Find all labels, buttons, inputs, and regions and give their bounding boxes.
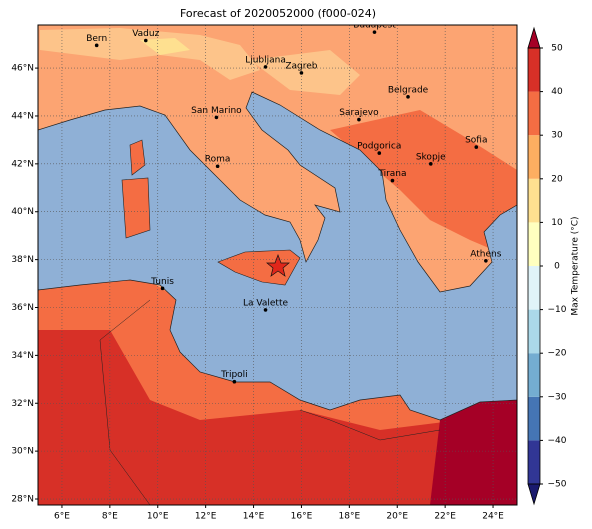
colorbar-extend bbox=[527, 483, 541, 506]
border bbox=[299, 409, 441, 441]
colorbar-tick-label: 30 bbox=[551, 131, 563, 141]
frame bbox=[37, 24, 518, 506]
alps-cool bbox=[140, 38, 190, 55]
city-dot bbox=[214, 115, 219, 120]
city-dot bbox=[232, 379, 237, 384]
lon-tick-label: 14°E bbox=[243, 512, 265, 522]
colorbar-tick-label: 10 bbox=[551, 218, 563, 228]
city-dot bbox=[94, 43, 99, 48]
lon-tick-label: 22°E bbox=[434, 512, 456, 522]
city-label: Vaduz bbox=[132, 29, 159, 39]
colorbar-segment bbox=[528, 353, 540, 397]
colorbar-tick-label: 50 bbox=[551, 44, 563, 54]
city-label: Tripoli bbox=[220, 370, 248, 380]
city-label: Tunis bbox=[150, 277, 174, 287]
corsica bbox=[129, 139, 146, 176]
city-dot bbox=[160, 286, 165, 291]
city-label: Athens bbox=[470, 249, 501, 259]
lat-tick-label: 36°N bbox=[11, 303, 34, 313]
city-dot bbox=[215, 164, 220, 169]
colorbar-tick-label: −10 bbox=[548, 305, 567, 315]
colorbar-label: Max Temperature (°C) bbox=[571, 216, 581, 315]
lon-tick-label: 18°E bbox=[339, 512, 361, 522]
border bbox=[99, 299, 151, 505]
colorbar-extend bbox=[527, 26, 541, 49]
city-dot bbox=[474, 145, 479, 149]
star-marker bbox=[266, 254, 290, 277]
city-label: San Marino bbox=[191, 106, 242, 116]
city-dot bbox=[372, 30, 377, 34]
colorbar-segment bbox=[528, 309, 540, 354]
title: Forecast of 2020052000 (f000-024) bbox=[180, 7, 376, 20]
colorbar-tick-label: 20 bbox=[551, 174, 563, 184]
colorbar-tick-label: −50 bbox=[548, 480, 567, 490]
city-label: Zagreb bbox=[285, 61, 317, 71]
sardinia bbox=[121, 177, 151, 239]
colorbar-tick-label: −30 bbox=[548, 392, 567, 402]
colorbar-segment bbox=[528, 266, 540, 310]
colorbar-segment bbox=[528, 135, 540, 179]
alps-warm bbox=[40, 28, 260, 80]
africa-hotter bbox=[38, 330, 517, 505]
city-label: Roma bbox=[205, 155, 231, 165]
lat-tick-label: 40°N bbox=[11, 207, 34, 217]
lon-tick-label: 10°E bbox=[147, 512, 169, 522]
land-warm bbox=[250, 50, 360, 95]
lon-tick-label: 24°E bbox=[482, 512, 504, 522]
city-label: Sarajevo bbox=[339, 108, 379, 118]
colorbar-tick-label: 0 bbox=[554, 262, 560, 272]
lat-tick-label: 28°N bbox=[11, 495, 34, 505]
axes: 6°E 8°E 10°E 12°E 14°E 16°E 18°E 20°E 22°E 24°E 28… bbox=[11, 64, 504, 522]
colorbar-tick-label: 40 bbox=[551, 87, 563, 97]
city-label: Belgrade bbox=[388, 85, 429, 95]
graticule bbox=[38, 25, 517, 505]
lat-tick-label: 44°N bbox=[11, 111, 34, 121]
colorbar-tick-label: −40 bbox=[548, 436, 567, 446]
city-dot bbox=[390, 178, 395, 183]
lon-tick-label: 20°E bbox=[386, 512, 408, 522]
city-dot bbox=[263, 65, 268, 69]
lon-tick-label: 16°E bbox=[291, 512, 313, 522]
colorbar-tick-label: −20 bbox=[548, 349, 567, 359]
lat-tick-label: 30°N bbox=[11, 447, 34, 457]
city-label: Skopje bbox=[416, 152, 446, 162]
city-dot bbox=[428, 162, 433, 166]
city-label: Sofia bbox=[465, 136, 487, 146]
city-label: Budapest bbox=[353, 21, 396, 31]
africa-hottest bbox=[430, 395, 517, 505]
city-dot bbox=[299, 71, 304, 75]
city-label: La Valette bbox=[243, 298, 288, 308]
colorbar-segment bbox=[528, 222, 540, 266]
lat-tick-label: 32°N bbox=[11, 399, 34, 409]
colorbar-segment bbox=[528, 178, 540, 223]
lat-tick-label: 46°N bbox=[11, 64, 34, 74]
lat-tick-label: 38°N bbox=[11, 255, 34, 265]
city-label: Tirana bbox=[377, 169, 406, 179]
balkan-hot bbox=[330, 110, 517, 260]
colorbar-segment bbox=[528, 396, 540, 441]
city-label: Bern bbox=[86, 34, 107, 44]
city-label: Ljubljana bbox=[245, 55, 286, 65]
lon-tick-label: 6°E bbox=[54, 512, 70, 522]
city-dot bbox=[357, 117, 361, 122]
city-dot bbox=[377, 151, 382, 155]
colorbar-segment bbox=[528, 440, 540, 484]
city-dot bbox=[484, 259, 488, 263]
lon-tick-label: 8°E bbox=[102, 512, 118, 522]
lat-tick-label: 34°N bbox=[11, 351, 34, 361]
lat-tick-label: 42°N bbox=[11, 159, 34, 169]
colorbar-segment bbox=[528, 48, 540, 92]
city-dot bbox=[263, 308, 268, 312]
lon-tick-label: 12°E bbox=[195, 512, 217, 522]
city-dot bbox=[406, 95, 410, 99]
city-dot bbox=[143, 38, 148, 43]
colorbar-segment bbox=[528, 91, 540, 136]
colorbar: −50 −40 −30 −20 −10 0 10 20 30 40 50 Max Temperatur… bbox=[527, 26, 581, 506]
city-label: Podgorica bbox=[357, 142, 401, 152]
